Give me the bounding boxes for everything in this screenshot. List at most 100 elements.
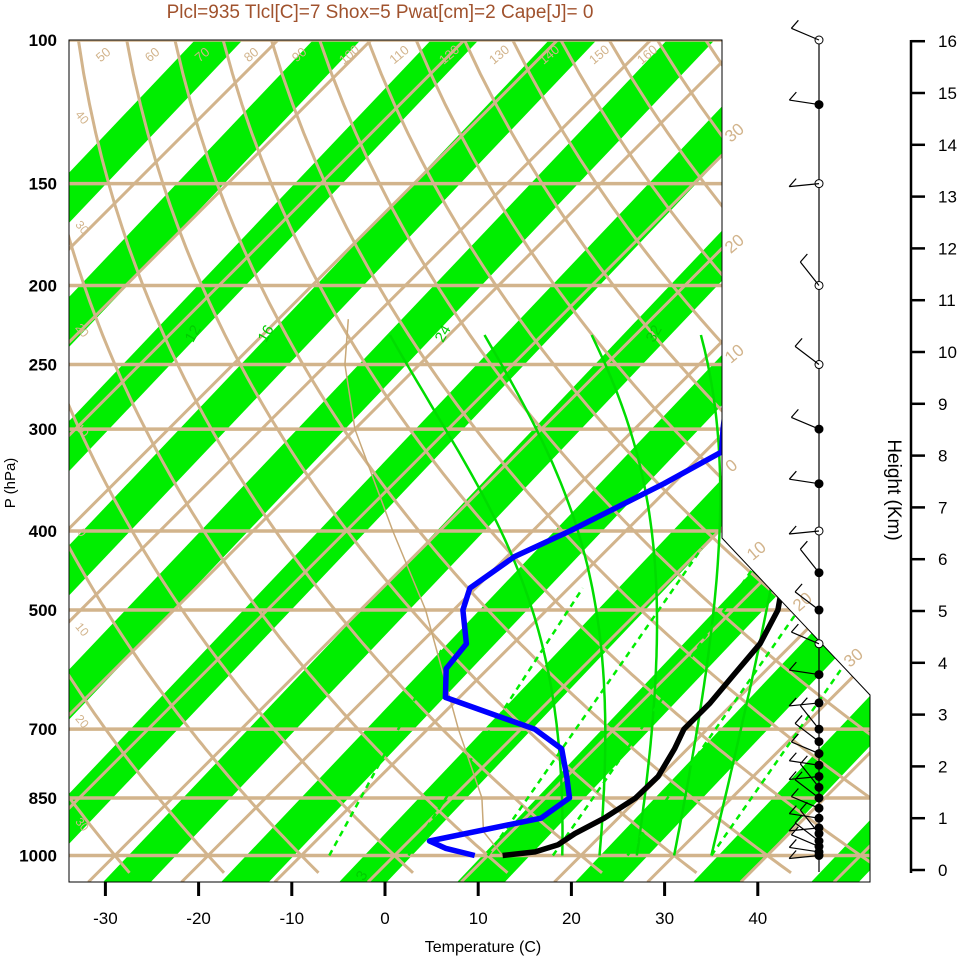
- isotherm-label: 50: [93, 44, 114, 65]
- wind-barb: [794, 722, 820, 743]
- wind-barb-feather: [788, 697, 797, 707]
- green-band: [69, 40, 723, 882]
- isotherm-label: 130: [486, 42, 512, 67]
- isotherm-label: 10: [743, 537, 770, 564]
- mixing-ratio-line: [407, 587, 584, 857]
- height-tick-label: 0: [938, 861, 947, 880]
- isotherm: [646, 40, 870, 882]
- adiabat-label: 40: [72, 108, 92, 127]
- wind-barb-feather: [788, 470, 797, 480]
- mixing-ratio-label: 32: [643, 322, 666, 345]
- pressure-tick-label: 150: [29, 175, 57, 194]
- height-tick-label: 7: [938, 498, 947, 517]
- height-tick-label: 10: [938, 343, 957, 362]
- pressure-tick-label: 850: [29, 789, 57, 808]
- wind-barb: [799, 548, 820, 574]
- pressure-tick-label: 100: [29, 31, 57, 50]
- isotherm: [69, 40, 839, 882]
- wind-barb: [791, 27, 820, 41]
- parcel-path: [344, 319, 504, 856]
- height-tick-label: 12: [938, 239, 957, 258]
- wind-barb-feather: [788, 178, 797, 187]
- isotherm-label: 20: [721, 230, 748, 257]
- green-band: [449, 40, 870, 882]
- dry-adiabat: [69, 40, 509, 874]
- wind-barb: [789, 99, 820, 106]
- isotherm-label: 20: [789, 588, 816, 615]
- x-tick-label: 0: [380, 909, 389, 928]
- pressure-tick-label: 500: [29, 601, 57, 620]
- wind-barb-feather: [790, 19, 799, 29]
- adiabat-label: 30: [72, 218, 92, 237]
- height-tick-label: 3: [938, 706, 947, 725]
- pressure-tick-label: 700: [29, 720, 57, 739]
- isotherm-label: 0: [722, 455, 741, 476]
- pressure-tick-label: 250: [29, 356, 57, 375]
- green-band: [69, 40, 841, 882]
- mixing-ratio-line: [486, 547, 703, 857]
- green-band: [69, 40, 487, 882]
- dry-adiabat: [463, 40, 870, 875]
- plot-frame: [68, 39, 871, 883]
- wind-barb: [799, 261, 820, 286]
- wind-barb-feather: [788, 661, 797, 671]
- isotherm: [273, 40, 870, 882]
- height-tick-label: 15: [938, 84, 957, 103]
- height-tick-label: 5: [938, 602, 947, 621]
- green-band: [685, 40, 870, 882]
- mixing-ratio-line: [551, 547, 769, 857]
- wind-barb-feather: [788, 752, 797, 762]
- wind-barb-feather: [790, 623, 799, 633]
- wind-barb: [794, 591, 820, 611]
- x-tick-label: -30: [93, 909, 118, 928]
- wind-barb-feather: [788, 805, 797, 815]
- pressure-tick-label: 1000: [19, 847, 57, 866]
- wind-barb-feather: [794, 583, 803, 593]
- wind-barb-feather: [794, 814, 803, 824]
- dry-adiabat: [69, 40, 131, 874]
- green-band: [69, 40, 369, 882]
- height-tick-label: 14: [938, 136, 957, 155]
- wind-barb-feather: [790, 409, 799, 418]
- dry-adiabat: [69, 40, 415, 874]
- height-tick-label: 8: [938, 447, 947, 466]
- mixing-ratio-line: [328, 649, 443, 857]
- y-axis-label: P (hPa): [2, 458, 19, 509]
- wind-barb-feather: [788, 525, 797, 535]
- x-tick-label: -20: [186, 909, 211, 928]
- wind-barb: [794, 779, 820, 799]
- temperature-profile: [502, 40, 870, 859]
- height-tick-label: 1: [938, 809, 947, 828]
- wind-barb: [789, 760, 820, 766]
- height-tick-label: 9: [938, 395, 947, 414]
- moist-adiabat: [388, 334, 564, 856]
- wind-barb: [799, 705, 820, 730]
- chart-title: Plcl=935 Tlcl[C]=7 Shox=5 Pwat[cm]=2 Cap…: [167, 2, 594, 23]
- wind-barb: [789, 813, 820, 819]
- wind-barb-feather: [790, 733, 799, 743]
- wind-barb-feather: [794, 337, 803, 347]
- mixing-ratio-label: 16: [255, 322, 278, 345]
- dry-adiabat: [69, 40, 320, 874]
- dry-adiabat: [414, 40, 870, 875]
- wind-barb: [791, 416, 820, 430]
- x-tick-label: 20: [562, 909, 581, 928]
- x-tick-label: 10: [469, 909, 488, 928]
- isotherm-label: 10: [721, 340, 748, 367]
- height-tick-label: 6: [938, 550, 947, 569]
- green-band: [69, 40, 251, 882]
- isotherm: [180, 40, 870, 882]
- wind-barb-feather: [788, 771, 797, 780]
- wind-barb: [789, 846, 820, 853]
- height-tick-label: 2: [938, 757, 947, 776]
- wind-barb: [789, 827, 820, 832]
- wind-profile: [788, 19, 824, 872]
- height-axis-label: Height (Km): [883, 439, 904, 540]
- wind-barb: [791, 631, 820, 645]
- isotherm: [69, 40, 559, 882]
- isotherm-label: 110: [386, 42, 412, 67]
- wind-barb-feather: [790, 788, 799, 797]
- wind-barb: [791, 834, 820, 848]
- wind-barb-feather: [788, 822, 797, 832]
- wind-barb: [789, 854, 820, 860]
